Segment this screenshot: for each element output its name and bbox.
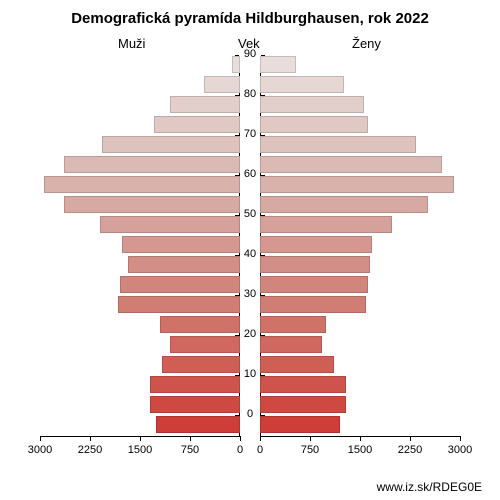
x-tick — [140, 436, 141, 441]
x-tick — [90, 436, 91, 441]
y-tick — [261, 295, 265, 296]
female-header-label: Ženy — [352, 36, 381, 51]
x-tick-label: 0 — [237, 444, 243, 456]
male-bar — [44, 176, 240, 193]
male-bar — [204, 76, 240, 93]
male-side — [40, 56, 240, 436]
age-label: 30 — [240, 288, 260, 300]
male-bar — [64, 196, 240, 213]
male-bar — [160, 316, 240, 333]
male-bar — [162, 356, 240, 373]
female-bar — [260, 96, 364, 113]
age-label: 10 — [240, 368, 260, 380]
male-bar — [122, 236, 240, 253]
y-tick — [235, 215, 239, 216]
y-tick — [235, 255, 239, 256]
female-bar — [260, 336, 322, 353]
y-tick — [261, 95, 265, 96]
x-tick-label: 1500 — [128, 444, 152, 456]
x-tick-label: 2250 — [398, 444, 422, 456]
x-tick — [460, 436, 461, 441]
male-bar — [154, 116, 240, 133]
male-bar — [170, 96, 240, 113]
x-tick-label: 3000 — [28, 444, 52, 456]
female-bar — [260, 296, 366, 313]
y-tick — [261, 335, 265, 336]
x-tick — [190, 436, 191, 441]
female-bar — [260, 396, 346, 413]
x-tick — [410, 436, 411, 441]
male-bar — [120, 276, 240, 293]
y-tick — [235, 415, 239, 416]
male-bar — [128, 256, 240, 273]
x-tick — [240, 436, 241, 441]
y-tick — [261, 135, 265, 136]
y-tick — [261, 255, 265, 256]
chart-title: Demografická pyramída Hildburghausen, ro… — [0, 10, 500, 27]
female-bar — [260, 176, 454, 193]
population-pyramid-chart: Demografická pyramída Hildburghausen, ro… — [0, 0, 500, 500]
y-tick — [235, 335, 239, 336]
age-label: 70 — [240, 128, 260, 140]
x-tick-label: 750 — [181, 444, 199, 456]
age-label: 20 — [240, 328, 260, 340]
male-bar — [232, 56, 240, 73]
male-bar — [156, 416, 240, 433]
x-axis: 30002250150075000750150022503000 — [40, 436, 460, 476]
x-tick-label: 750 — [301, 444, 319, 456]
female-bar — [260, 156, 442, 173]
y-tick — [235, 175, 239, 176]
female-bar — [260, 236, 372, 253]
age-label: 40 — [240, 248, 260, 260]
male-bar — [170, 336, 240, 353]
y-tick — [261, 375, 265, 376]
age-label: 90 — [240, 48, 260, 60]
male-bar — [64, 156, 240, 173]
female-bar — [260, 76, 344, 93]
y-tick — [235, 135, 239, 136]
female-bar — [260, 276, 368, 293]
female-bar — [260, 416, 340, 433]
x-tick — [40, 436, 41, 441]
female-bar — [260, 376, 346, 393]
female-bar — [260, 256, 370, 273]
center-age-axis: 9080706050403020100 — [240, 56, 260, 436]
male-bar — [150, 396, 240, 413]
female-bar — [260, 196, 428, 213]
male-bar — [102, 136, 240, 153]
male-bar — [100, 216, 240, 233]
female-bar — [260, 56, 296, 73]
y-tick — [261, 55, 265, 56]
age-label: 0 — [240, 408, 260, 420]
male-header-label: Muži — [118, 36, 145, 51]
female-bar — [260, 316, 326, 333]
x-tick — [260, 436, 261, 441]
male-bar — [118, 296, 240, 313]
age-label: 60 — [240, 168, 260, 180]
female-bar — [260, 136, 416, 153]
credit-text: www.iz.sk/RDEG0E — [377, 480, 482, 494]
y-tick — [235, 95, 239, 96]
x-tick-label: 1500 — [348, 444, 372, 456]
y-tick — [261, 175, 265, 176]
x-tick-label: 2250 — [78, 444, 102, 456]
female-bar — [260, 116, 368, 133]
y-tick — [235, 55, 239, 56]
y-tick — [261, 215, 265, 216]
x-tick-label: 3000 — [448, 444, 472, 456]
female-bar — [260, 216, 392, 233]
plot-area: 9080706050403020100 — [40, 56, 460, 436]
age-label: 50 — [240, 208, 260, 220]
y-tick — [235, 295, 239, 296]
male-bar — [150, 376, 240, 393]
female-side — [260, 56, 460, 436]
female-bar — [260, 356, 334, 373]
y-tick — [261, 415, 265, 416]
x-tick-label: 0 — [257, 444, 263, 456]
x-tick — [360, 436, 361, 441]
y-tick — [235, 375, 239, 376]
age-label: 80 — [240, 88, 260, 100]
x-tick — [310, 436, 311, 441]
